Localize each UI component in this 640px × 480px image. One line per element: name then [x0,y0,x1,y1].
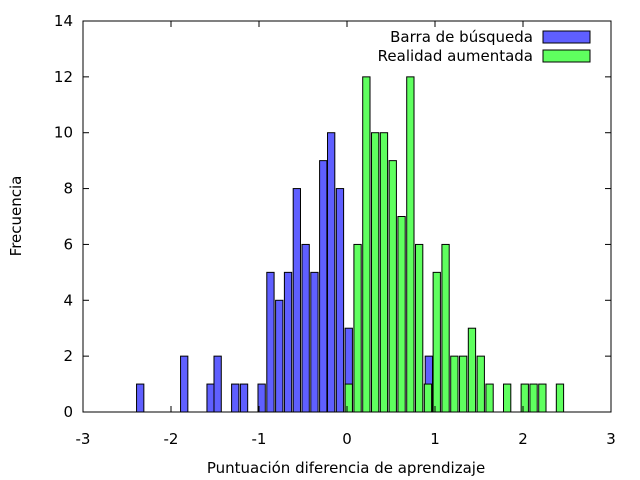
series-2-bars [344,76,565,413]
x-tick-label: 0 [342,430,352,448]
bar [283,271,293,413]
bar [415,243,424,413]
x-tick-label: 1 [430,430,440,448]
bar [136,383,145,413]
bar [353,243,362,413]
bar [292,188,301,413]
bar [371,132,380,413]
y-tick-label: 12 [54,68,73,86]
series-1-bars [136,132,433,413]
bar [432,271,441,413]
bar [310,271,319,413]
y-tick-label: 6 [63,235,73,253]
bar [206,383,215,413]
bar [344,383,353,413]
x-tick-label: -3 [76,430,91,448]
bar [520,383,529,413]
bar [406,76,415,413]
bar [266,271,275,413]
bar [485,383,494,413]
bar [555,383,565,413]
x-tick-label: -1 [252,430,267,448]
bar [388,160,397,413]
bar [362,76,371,413]
y-tick-label: 0 [63,403,73,421]
x-ticks: -3 -2 -1 0 1 2 3 [76,21,616,448]
bar [213,355,222,413]
bar [319,160,328,413]
bar [231,383,240,413]
bars-layer [136,76,565,413]
x-tick-label: 3 [606,430,616,448]
x-tick-label: 2 [518,430,528,448]
y-axis-label: Frecuencia [7,176,25,257]
legend-label: Realidad aumentada [378,47,533,65]
bar [538,383,547,413]
y-tick-label: 10 [54,124,73,142]
bar [529,383,538,413]
x-tick-label: -2 [164,430,179,448]
y-tick-label: 4 [63,291,73,309]
bar [441,243,450,413]
legend-label: Barra de búsqueda [390,28,533,46]
y-ticks: 0 2 4 6 8 10 12 14 [54,12,611,421]
bar [239,383,249,413]
bar [335,188,345,413]
bar [379,132,389,413]
bar [423,383,433,413]
y-tick-label: 8 [63,180,73,198]
bar [450,355,459,413]
legend-swatch [542,30,591,44]
bar [275,299,284,413]
bar [476,355,485,413]
bar [301,243,310,413]
bar [467,327,477,413]
bar [327,132,336,413]
legend-swatch [542,49,591,63]
y-tick-label: 2 [63,347,73,365]
y-tick-label: 14 [54,12,73,30]
bar [459,355,468,413]
bar [503,383,512,413]
bar [180,355,189,413]
x-axis-label: Puntuación diferencia de aprendizaje [207,459,485,477]
bar [397,216,406,413]
